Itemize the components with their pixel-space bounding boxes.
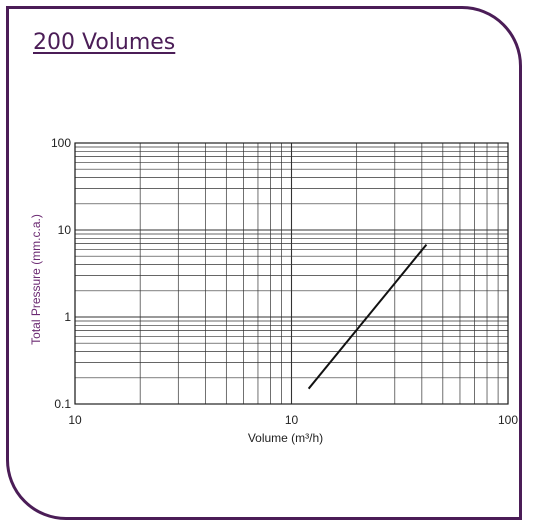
- series-line: [307, 243, 428, 390]
- y-tick-label: 0.1: [54, 397, 71, 411]
- x-axis-label: Volume (m³/h): [248, 431, 323, 445]
- x-tick-label: 10: [285, 413, 299, 427]
- page-title: 200 Volumes: [33, 30, 176, 55]
- chart-grid: [74, 142, 509, 405]
- y-tick-label: 100: [51, 136, 71, 150]
- y-tick-label: 1: [64, 310, 71, 324]
- chart-tick-labels: 0.1 1 10 100 10 10 100: [51, 136, 518, 427]
- plot-frame: [74, 142, 509, 405]
- x-tick-label: 100: [498, 413, 518, 427]
- y-tick-label: 10: [58, 223, 72, 237]
- x-tick-label: 10: [68, 413, 82, 427]
- y-axis-label: Total Pressure (mm.c.a.): [29, 214, 43, 345]
- chart-card: [6, 6, 522, 520]
- chart-plot-area: [307, 243, 428, 390]
